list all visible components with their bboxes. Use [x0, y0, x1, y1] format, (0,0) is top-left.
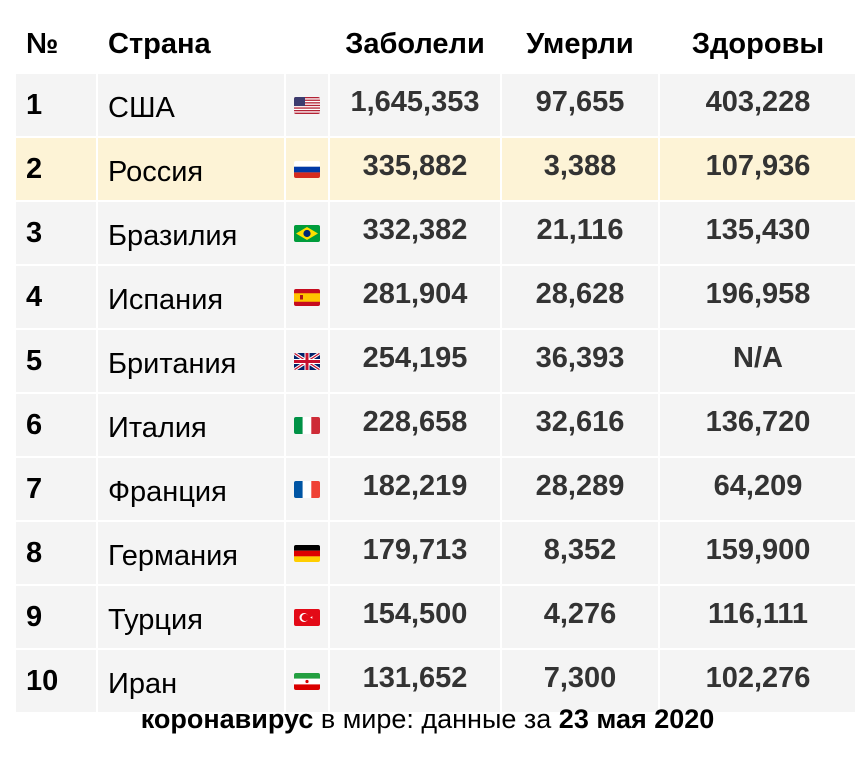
row-country: Испания	[98, 266, 284, 328]
row-country: Британия	[98, 330, 284, 392]
row-cases: 281,904	[330, 266, 500, 328]
row-deaths: 4,276	[502, 586, 658, 648]
row-recovered: 116,111	[660, 586, 855, 648]
row-number: 3	[16, 202, 96, 264]
table-row: 8 Германия 179,713 8,352 159,900	[16, 522, 855, 584]
row-cases: 335,882	[330, 138, 500, 200]
row-country: Россия	[98, 138, 284, 200]
row-number: 9	[16, 586, 96, 648]
row-deaths: 7,300	[502, 650, 658, 712]
table-row: 5 Британия 254,195 36,393 N/A	[16, 330, 855, 392]
row-cases: 228,658	[330, 394, 500, 456]
row-cases: 179,713	[330, 522, 500, 584]
row-country: Франция	[98, 458, 284, 520]
caption: коронавирус в мире: данные за 23 мая 202…	[0, 704, 855, 735]
header-country: Страна	[98, 16, 284, 72]
row-cases: 131,652	[330, 650, 500, 712]
caption-bold-end: 23 мая 2020	[558, 704, 715, 734]
row-recovered: 135,430	[660, 202, 855, 264]
row-deaths: 3,388	[502, 138, 658, 200]
italy-flag-icon	[294, 417, 320, 435]
row-number: 2	[16, 138, 96, 200]
row-recovered: N/A	[660, 330, 855, 392]
header-deaths: Умерли	[502, 16, 658, 72]
row-number: 4	[16, 266, 96, 328]
row-number: 7	[16, 458, 96, 520]
row-cases: 154,500	[330, 586, 500, 648]
caption-bold-start: коронавирус	[140, 704, 314, 734]
table-row-highlighted: 2 Россия 335,882 3,388 107,936	[16, 138, 855, 200]
row-cases: 1,645,353	[330, 74, 500, 136]
row-number: 1	[16, 74, 96, 136]
row-number: 10	[16, 650, 96, 712]
row-country: Бразилия	[98, 202, 284, 264]
header-flag	[286, 16, 328, 72]
row-number: 5	[16, 330, 96, 392]
row-cases: 182,219	[330, 458, 500, 520]
turkey-flag-icon	[294, 609, 320, 627]
row-country: Иран	[98, 650, 284, 712]
row-number: 8	[16, 522, 96, 584]
row-recovered: 136,720	[660, 394, 855, 456]
header-cases: Заболели	[330, 16, 500, 72]
france-flag-icon	[294, 481, 320, 499]
table-header-row: № Страна Заболели Умерли Здоровы	[16, 16, 855, 72]
table-row: 6 Италия 228,658 32,616 136,720	[16, 394, 855, 456]
table-row: 1 США 1,645,353 97,655 403,228	[16, 74, 855, 136]
header-number: №	[16, 16, 96, 72]
table-row: 10 Иран 131,652 7,300 102,276	[16, 650, 855, 712]
iran-flag-icon	[294, 673, 320, 691]
row-deaths: 28,628	[502, 266, 658, 328]
row-country: Германия	[98, 522, 284, 584]
caption-middle: в мире: данные за	[313, 704, 559, 734]
table-row: 4 Испания 281,904 28,628 196,958	[16, 266, 855, 328]
covid-stats-table: № Страна Заболели Умерли Здоровы 1 США 1…	[14, 14, 855, 714]
row-recovered: 64,209	[660, 458, 855, 520]
row-recovered: 196,958	[660, 266, 855, 328]
row-cases: 254,195	[330, 330, 500, 392]
row-deaths: 28,289	[502, 458, 658, 520]
row-country: США	[98, 74, 284, 136]
row-recovered: 159,900	[660, 522, 855, 584]
row-number: 6	[16, 394, 96, 456]
row-cases: 332,382	[330, 202, 500, 264]
brazil-flag-icon	[294, 225, 320, 243]
table-row: 3 Бразилия 332,382 21,116 135,430	[16, 202, 855, 264]
row-recovered: 102,276	[660, 650, 855, 712]
row-country: Италия	[98, 394, 284, 456]
row-deaths: 8,352	[502, 522, 658, 584]
table-row: 9 Турция 154,500 4,276 116,111	[16, 586, 855, 648]
us-flag-icon	[294, 97, 320, 115]
germany-flag-icon	[294, 545, 320, 563]
spain-flag-icon	[294, 289, 320, 307]
row-country: Турция	[98, 586, 284, 648]
table-row: 7 Франция 182,219 28,289 64,209	[16, 458, 855, 520]
russia-flag-icon	[294, 161, 320, 179]
row-deaths: 36,393	[502, 330, 658, 392]
row-deaths: 32,616	[502, 394, 658, 456]
row-recovered: 403,228	[660, 74, 855, 136]
header-recovered: Здоровы	[660, 16, 855, 72]
row-deaths: 21,116	[502, 202, 658, 264]
row-deaths: 97,655	[502, 74, 658, 136]
row-recovered: 107,936	[660, 138, 855, 200]
uk-flag-icon	[294, 353, 320, 371]
